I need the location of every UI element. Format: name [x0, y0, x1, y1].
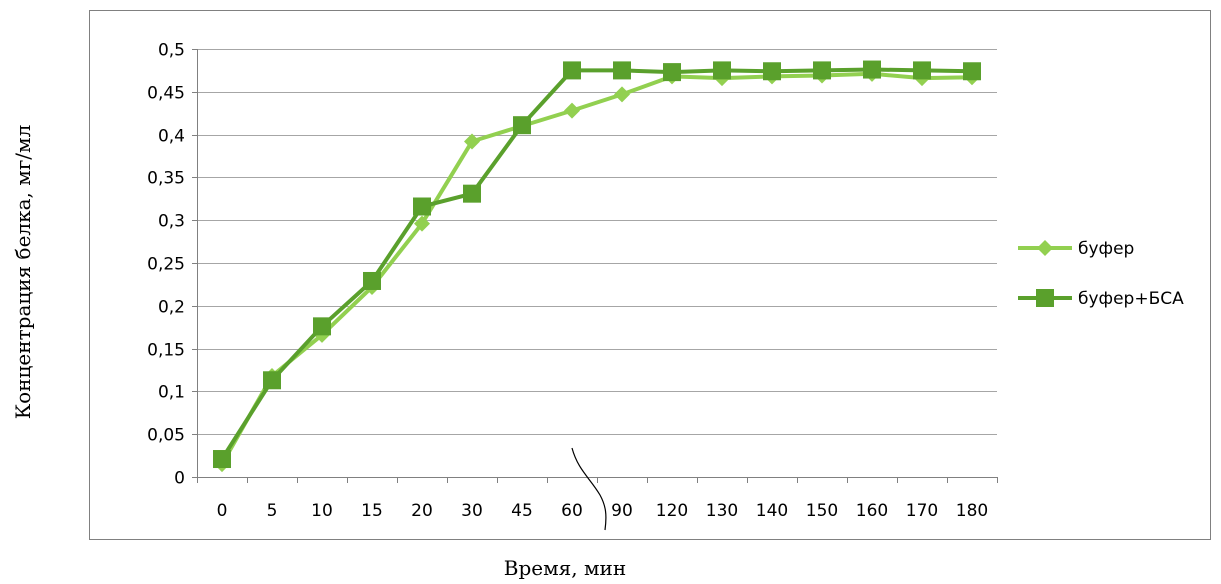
y-tick-label: 0,25 — [147, 255, 185, 275]
data-point-series-2 — [463, 184, 481, 203]
x-tick-label: 30 — [461, 501, 483, 521]
legend-label-2: буфер+БСА — [1078, 289, 1184, 309]
series-line-2 — [220, 67, 973, 461]
x-tick-label: 140 — [756, 501, 788, 521]
x-tick-label: 5 — [267, 501, 278, 521]
data-point-series-2 — [763, 62, 781, 81]
gridlines — [197, 49, 997, 435]
data-point-series-2 — [263, 371, 281, 390]
data-point-series-2 — [513, 116, 531, 135]
legend-label-1: буфер — [1078, 239, 1134, 259]
x-tick-label: 90 — [611, 501, 633, 521]
x-tick-label: 130 — [706, 501, 738, 521]
axes — [192, 49, 998, 483]
data-point-series-2 — [363, 271, 381, 290]
y-tick-label: 0,45 — [147, 84, 185, 104]
x-tick-label: 160 — [856, 501, 888, 521]
y-tick-label: 0,3 — [158, 212, 185, 232]
x-tick-label: 20 — [411, 501, 433, 521]
x-tick-label: 180 — [956, 501, 988, 521]
data-point-series-1 — [414, 215, 430, 232]
data-point-series-2 — [313, 317, 331, 336]
y-tick-label: 0,05 — [147, 426, 185, 446]
legend: буфер буфер+БСА — [1018, 239, 1184, 309]
x-tick-label: 45 — [511, 501, 533, 521]
x-tick-label: 0 — [217, 501, 228, 521]
data-point-series-2 — [913, 61, 931, 80]
data-point-series-2 — [663, 63, 681, 82]
axis-break-mark — [571, 447, 607, 531]
y-tick-label: 0,35 — [147, 169, 185, 189]
data-point-series-2 — [213, 450, 231, 469]
x-tick-label: 10 — [311, 501, 333, 521]
series — [213, 60, 981, 473]
x-axis-title: Время, мин — [504, 556, 626, 580]
y-tick-label: 0,4 — [158, 127, 185, 147]
data-point-series-2 — [863, 60, 881, 79]
data-point-series-1 — [464, 133, 480, 150]
x-tick-label: 15 — [361, 501, 383, 521]
data-point-series-1 — [614, 86, 630, 103]
y-tick-label: 0,1 — [158, 383, 185, 403]
x-tick-label: 170 — [906, 501, 938, 521]
data-point-series-2 — [563, 61, 581, 80]
y-tick-label: 0,2 — [158, 298, 185, 318]
data-point-series-2 — [713, 61, 731, 80]
y-tick-labels: 0 0,05 0,1 0,15 0,2 0,25 0,3 0,35 0,4 0,45 0,5 — [147, 41, 185, 489]
x-tick-label: 120 — [656, 501, 688, 521]
y-tick-label: 0,15 — [147, 341, 185, 361]
data-point-series-2 — [613, 61, 631, 80]
chart-area-border — [89, 10, 1211, 540]
y-tick-label: 0 — [174, 469, 185, 489]
x-tick-label: 150 — [806, 501, 838, 521]
data-point-series-2 — [413, 197, 431, 216]
x-tick-label: 60 — [561, 501, 583, 521]
data-point-series-2 — [963, 62, 981, 81]
legend-marker-1 — [1037, 240, 1053, 256]
x-tick-labels: 0 5 10 15 20 30 45 60 90 120 130 140 150 160 170 180 — [217, 501, 989, 521]
series-line-1 — [220, 71, 973, 466]
legend-marker-2 — [1036, 289, 1054, 307]
data-point-series-2 — [813, 61, 831, 80]
data-point-series-1 — [564, 102, 580, 119]
y-axis-title: Концентрация белка, мг/мл — [11, 125, 35, 420]
y-tick-label: 0,5 — [158, 41, 185, 61]
